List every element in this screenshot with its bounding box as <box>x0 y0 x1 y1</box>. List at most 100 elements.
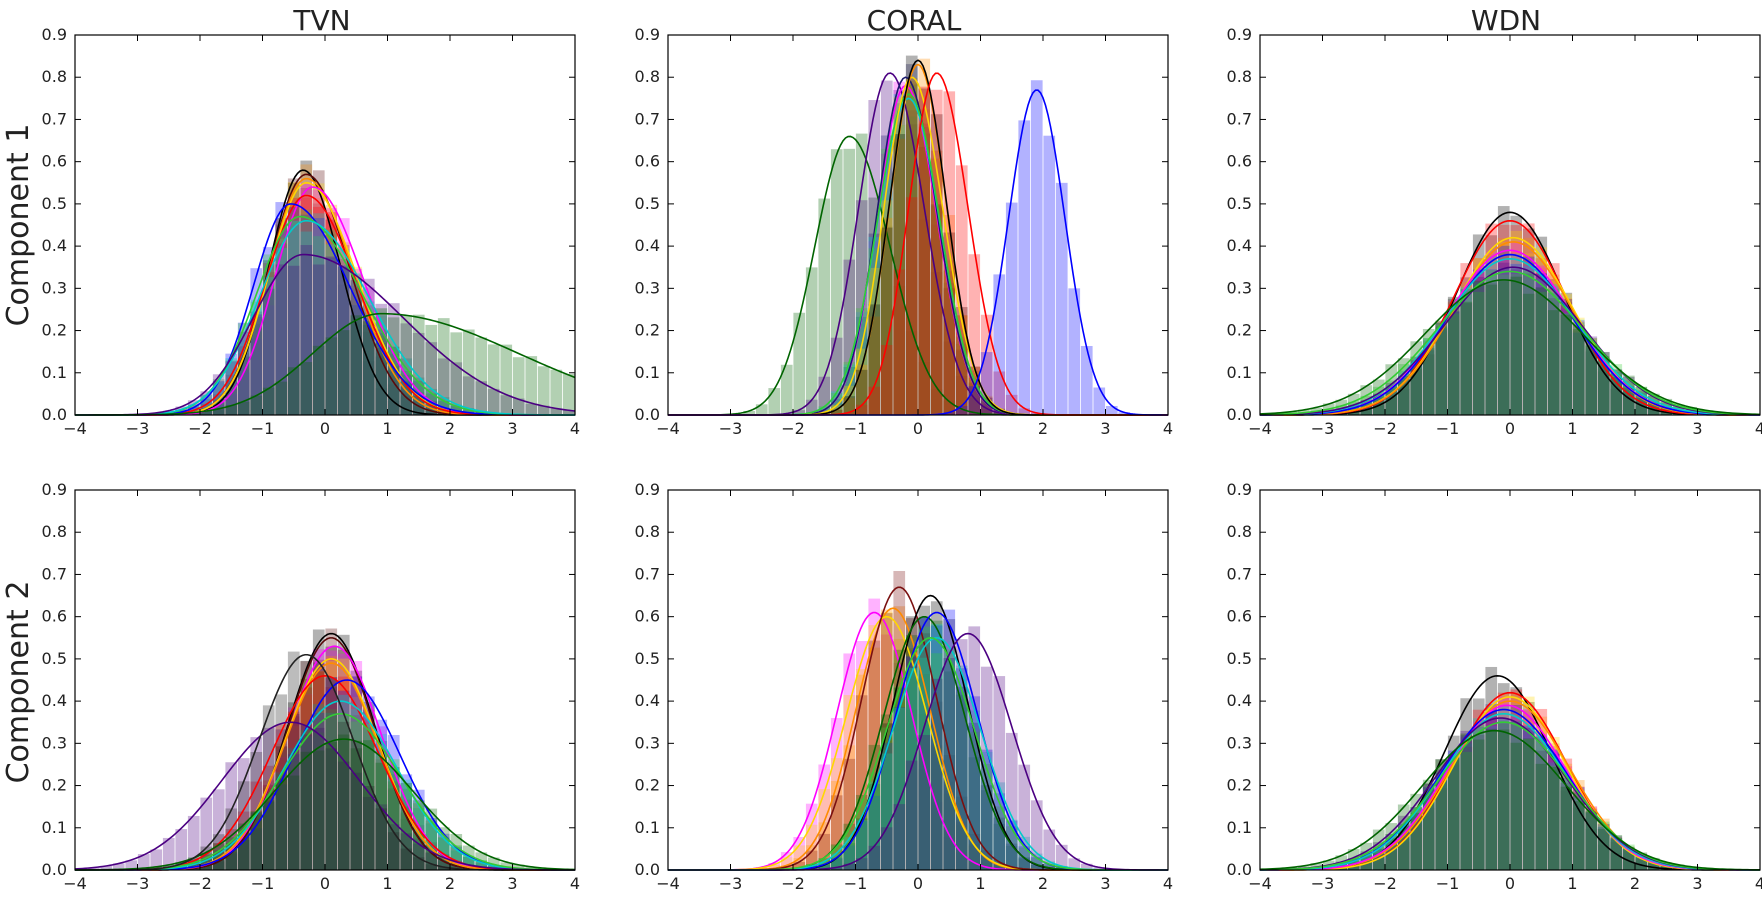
histogram-bar-yellow <box>387 366 400 415</box>
kde-line-indigo <box>668 72 1168 416</box>
histogram-bar-orange <box>1572 780 1585 870</box>
histogram-bar-indigo <box>955 639 968 870</box>
histogram-bar-lime <box>1560 314 1573 415</box>
histogram-bar-black <box>1647 409 1660 415</box>
histogram-bar-darkgreen <box>387 767 400 870</box>
histogram-bar-black <box>325 646 338 870</box>
histogram-bar-yellow <box>868 625 881 870</box>
histogram-bar-cyan <box>880 179 893 415</box>
histogram-bar-darkred <box>362 701 375 870</box>
y-tick-label: 0.5 <box>42 194 67 213</box>
kde-line-cyan <box>1259 713 1761 871</box>
histogram-bar-indigo <box>880 80 893 416</box>
histogram-bar-magenta <box>968 386 981 415</box>
histogram-bar-magenta <box>805 803 818 870</box>
histogram-bar-blue <box>843 845 856 870</box>
histogram-bar-red <box>287 197 300 415</box>
histogram-bar-cyan <box>387 768 400 870</box>
histogram-bar-cyan <box>1043 861 1056 870</box>
histogram-bar-orange <box>400 391 413 415</box>
histogram-bar-red <box>325 687 338 870</box>
histogram-bar-indigo <box>312 727 325 870</box>
histogram-bar-indigo <box>437 856 450 870</box>
histogram-bar-orange <box>980 857 993 870</box>
histogram-bar-darkgreen <box>250 811 263 870</box>
histogram-bar-darkgreen <box>437 318 450 415</box>
row-label-component-2: Component 2 <box>1 581 36 784</box>
histogram-bar-black <box>1522 228 1535 415</box>
histogram-bar-blue <box>1610 377 1623 415</box>
histogram-bar-indigo <box>287 265 300 415</box>
histogram-bar-orange <box>287 203 300 415</box>
histogram-bar-darkgreen <box>1030 864 1043 870</box>
histogram-bar-darkgreen <box>1535 287 1548 415</box>
histogram-bar-darkred <box>362 331 375 415</box>
histogram-bar-blue <box>275 784 288 870</box>
histogram-bar-darkred <box>400 396 413 415</box>
histogram-bar-lime <box>462 855 475 870</box>
histogram-bar-blue <box>212 859 225 870</box>
histogram-bar-darkgreen <box>1585 345 1598 415</box>
histogram-bar-orange <box>1660 864 1673 870</box>
histogram-bar-charcoal <box>400 848 413 870</box>
kde-line-blue <box>75 203 575 416</box>
histogram-bar-orange <box>780 865 793 870</box>
histogram-bar-blue <box>1510 705 1523 870</box>
kde-line-indigo <box>74 253 576 416</box>
histogram-bar-darkgreen <box>287 775 300 870</box>
histogram-bar-blue <box>968 386 981 415</box>
histogram-bar-magenta <box>943 837 956 870</box>
y-tick-label: 0.2 <box>635 321 660 340</box>
histogram-bar-indigo <box>87 867 100 870</box>
histogram-bar-black <box>955 307 968 415</box>
histogram-bar-yellow <box>275 743 288 870</box>
histogram-bar-charcoal <box>225 808 238 870</box>
histogram-bar-darkred <box>830 795 843 870</box>
y-tick-label: 0.5 <box>1227 649 1252 668</box>
histogram-bar-orange <box>387 784 400 870</box>
histogram-bar-black <box>400 812 413 870</box>
y-tick-label: 0.4 <box>42 691 67 710</box>
histogram-bar-yellow <box>1622 387 1635 415</box>
histogram-bar-blue <box>1497 245 1510 415</box>
histogram-bar-yellow <box>262 786 275 870</box>
histogram-bar-darkred <box>855 695 868 870</box>
histogram-bar-orange <box>237 353 250 415</box>
histogram-bar-darkgreen <box>1410 341 1423 415</box>
histogram-bar-darkred <box>805 850 818 870</box>
x-tick-label: −3 <box>1311 874 1335 893</box>
histogram-bar-indigo <box>818 376 831 415</box>
histogram-bar-black <box>880 723 893 870</box>
histogram-bar-cyan <box>425 823 438 870</box>
histogram-bar-charcoal <box>312 662 325 870</box>
histogram-bar-cyan <box>855 312 868 415</box>
histogram-bar-black <box>1635 864 1648 870</box>
histogram-bar-magenta <box>412 825 425 870</box>
histogram-bar-cyan <box>225 843 238 870</box>
histogram-bar-yellow <box>968 844 981 870</box>
histogram-bar-cyan <box>300 736 313 870</box>
histogram-bar-black <box>1372 405 1385 415</box>
x-tick-label: 0 <box>1505 419 1515 438</box>
histogram-bar-navy <box>930 204 943 415</box>
histogram-bar-blue <box>237 322 250 415</box>
histogram-bar-darkred <box>250 311 263 415</box>
x-tick-label: −2 <box>1373 419 1397 438</box>
histogram-bar-magenta <box>1460 737 1473 870</box>
kde-line-yellow <box>75 658 575 871</box>
y-tick-label: 0.6 <box>1227 152 1252 171</box>
y-tick-label: 0.0 <box>1227 860 1252 879</box>
histogram-bar-charcoal <box>387 832 400 870</box>
histogram-bar-blue <box>1005 202 1018 415</box>
histogram-bar-black <box>1547 279 1560 415</box>
histogram-bar-cyan <box>1547 284 1560 415</box>
kde-line-yellow <box>668 76 1168 416</box>
histogram-bar-darkgreen <box>818 198 831 415</box>
histogram-bar-magenta <box>1622 849 1635 870</box>
histogram-bar-blue <box>1572 787 1585 870</box>
histogram-bar-yellow <box>1397 839 1410 870</box>
histogram-bar-indigo <box>300 245 313 415</box>
histogram-bar-magenta <box>780 852 793 870</box>
histogram-bar-charcoal <box>425 864 438 870</box>
histogram-bar-darkgreen <box>868 744 881 870</box>
